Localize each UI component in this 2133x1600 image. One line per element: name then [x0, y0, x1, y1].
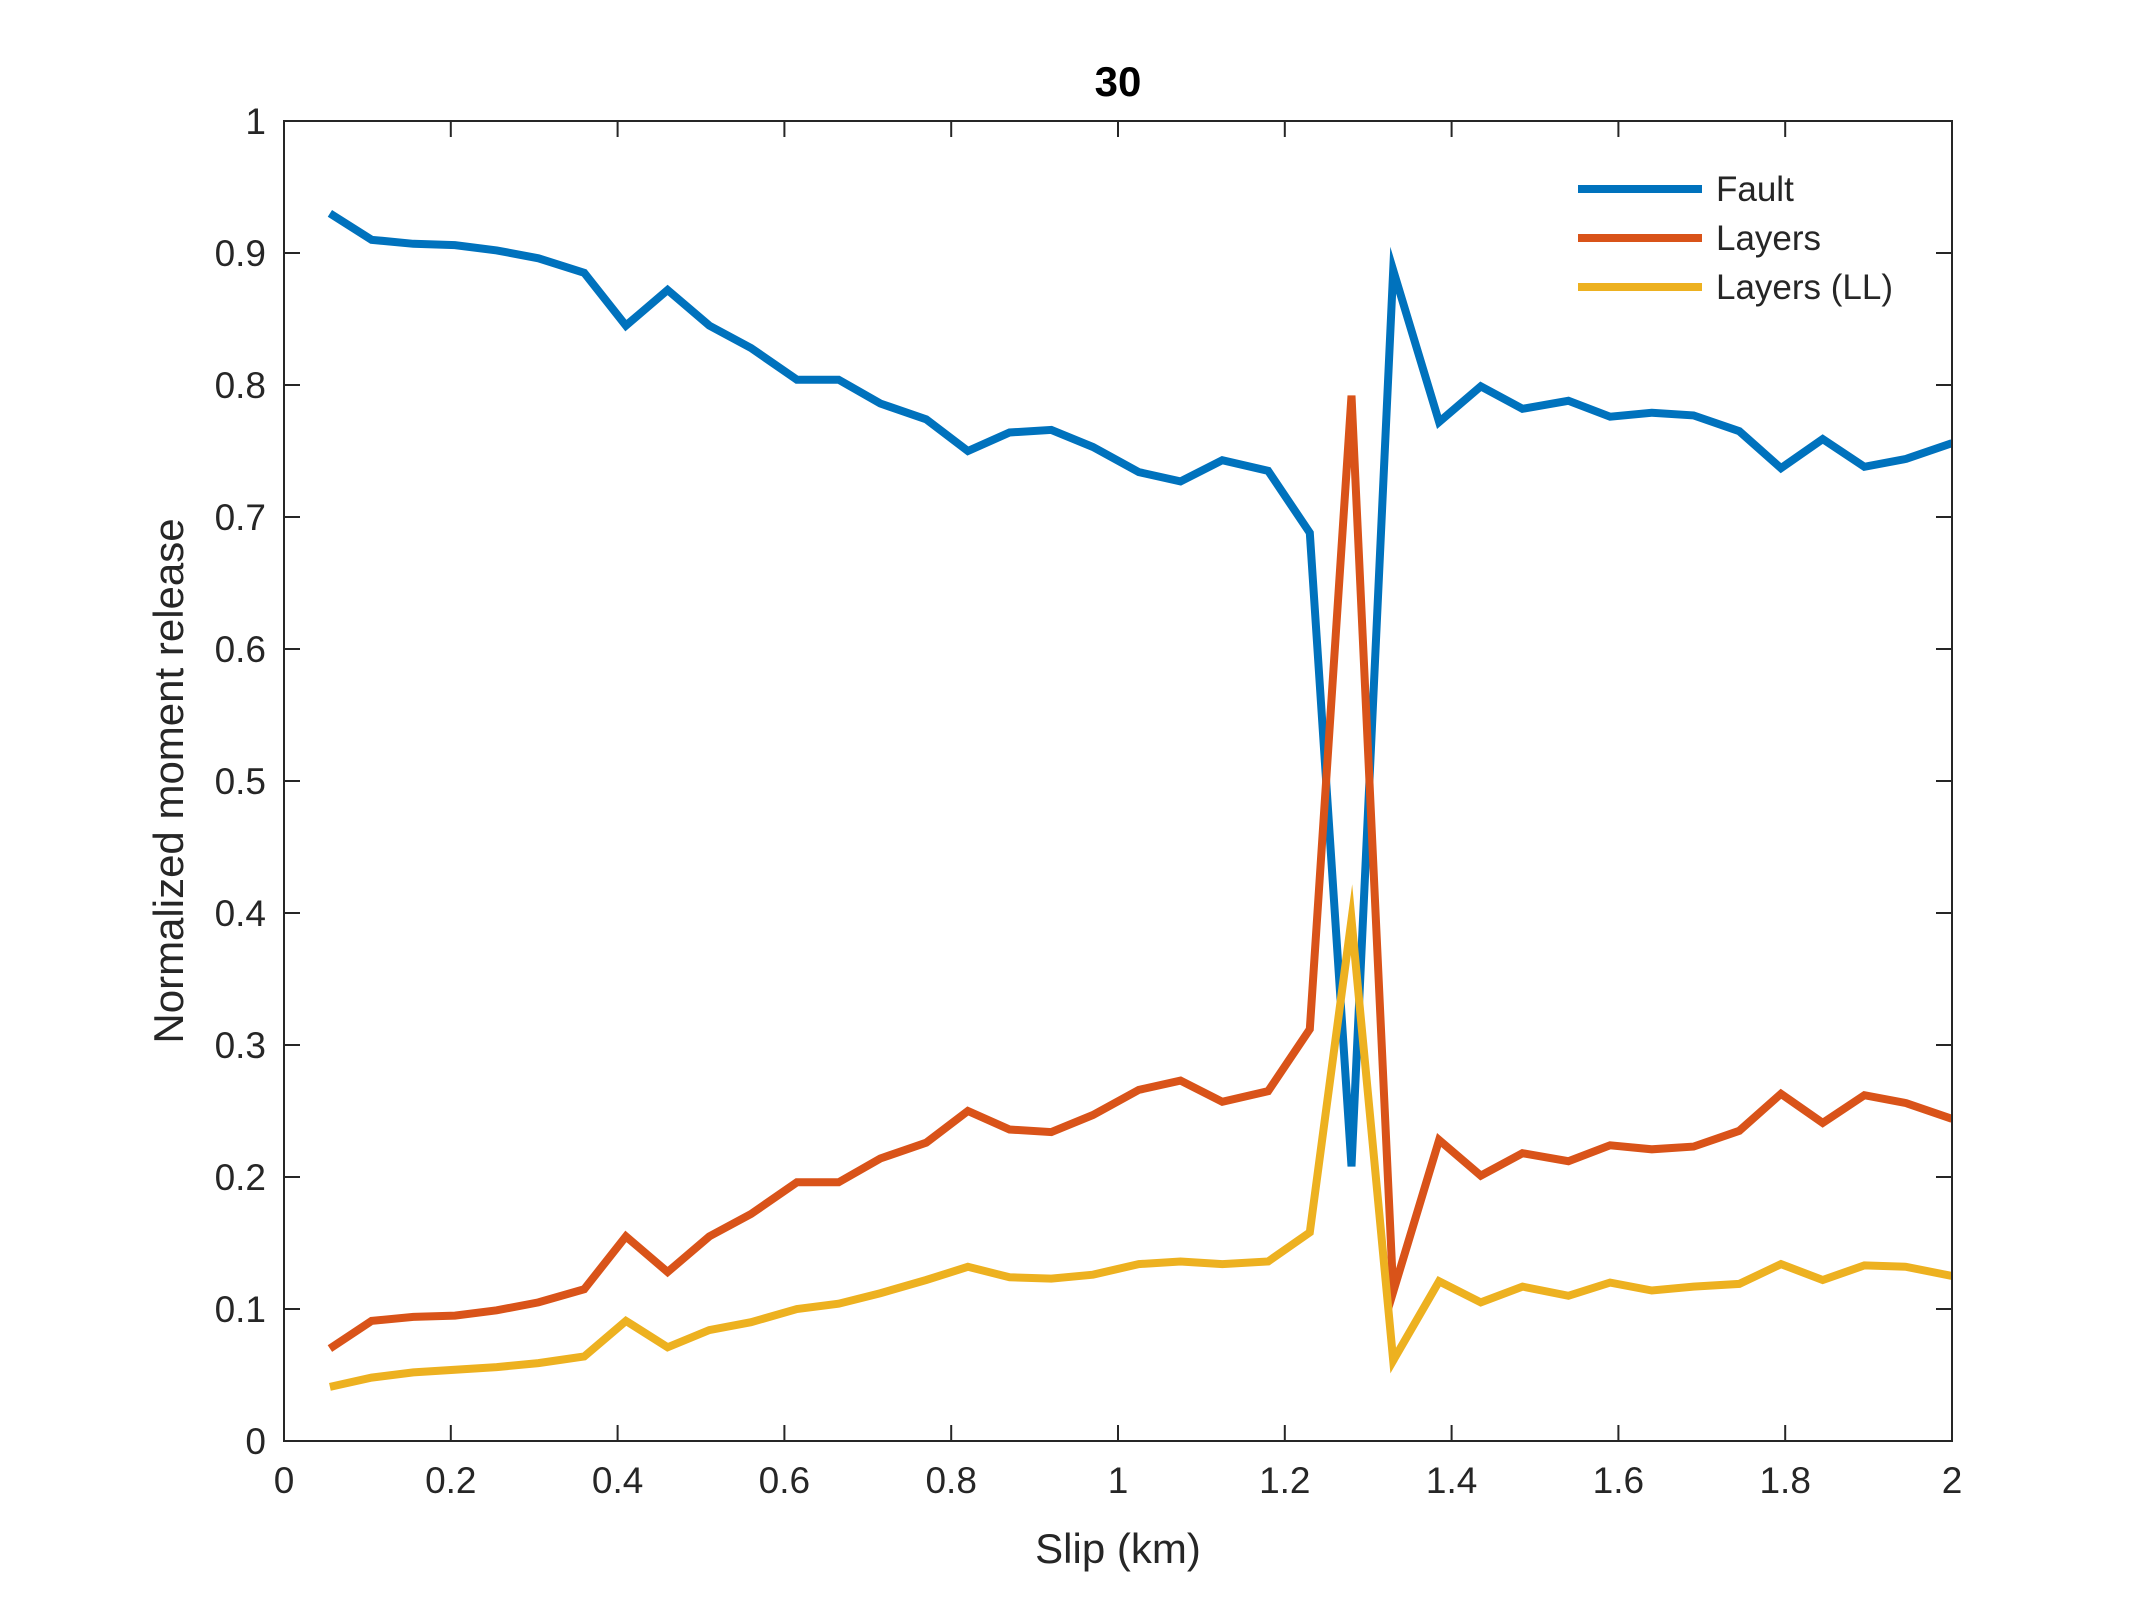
legend-entry-label: Layers (LL) — [1716, 268, 1893, 307]
x-tick-label: 0.2 — [425, 1460, 476, 1501]
y-tick-label: 1 — [245, 101, 266, 142]
series-line-layers-ll — [329, 884, 1952, 1391]
series-line-layers — [327, 395, 1952, 1352]
x-tick-label: 0.6 — [759, 1460, 810, 1501]
chart-title: 30 — [1095, 58, 1142, 105]
series-line-fault — [327, 210, 1952, 1167]
x-tick-label: 2 — [1942, 1460, 1963, 1501]
y-tick-label: 0.1 — [215, 1289, 266, 1330]
legend: Fault Layers Layers (LL) — [1578, 170, 1893, 307]
y-tick-label: 0.8 — [215, 365, 266, 406]
x-tick-label: 1.8 — [1759, 1460, 1810, 1501]
legend-entry-label: Layers — [1716, 219, 1821, 258]
x-tick-label: 1 — [1108, 1460, 1129, 1501]
x-tick-label: 1.2 — [1259, 1460, 1310, 1501]
ticks-layer: 0 0.2 0.4 0.6 0.8 1 1.2 1.4 1.6 1.8 2 0 0.1 0.2 0.3 0.4… — [215, 101, 1963, 1501]
x-tick-label: 0.8 — [925, 1460, 976, 1501]
y-tick-label: 0.3 — [215, 1025, 266, 1066]
series-layer — [327, 210, 1952, 1391]
x-tick-label: 0 — [274, 1460, 295, 1501]
x-tick-label: 1.6 — [1593, 1460, 1644, 1501]
y-tick-label: 0.5 — [215, 761, 266, 802]
y-tick-label: 0.9 — [215, 233, 266, 274]
legend-entry-label: Fault — [1716, 170, 1794, 209]
x-tick-label: 1.4 — [1426, 1460, 1477, 1501]
x-axis-label: Slip (km) — [1035, 1525, 1201, 1572]
y-tick-label: 0.6 — [215, 629, 266, 670]
y-axis-label: Normalized moment release — [145, 518, 192, 1043]
y-tick-label: 0.4 — [215, 893, 266, 934]
y-tick-label: 0 — [245, 1421, 266, 1462]
y-tick-label: 0.7 — [215, 497, 266, 538]
x-tick-label: 0.4 — [592, 1460, 643, 1501]
y-tick-label: 0.2 — [215, 1157, 266, 1198]
